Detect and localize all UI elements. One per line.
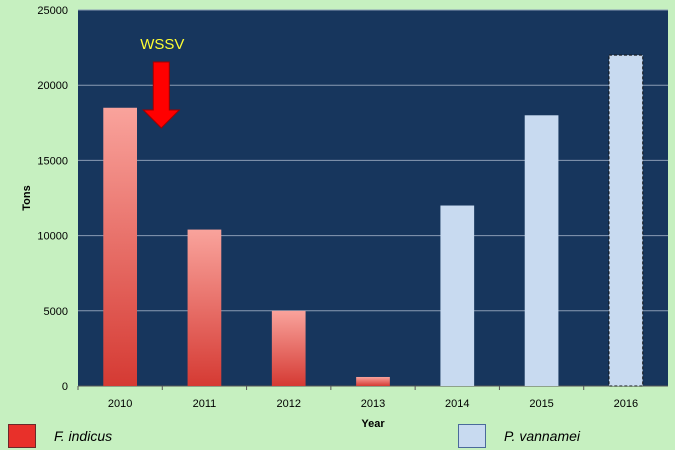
- bar-2012: [271, 310, 306, 386]
- wssv-annotation: WSSV: [140, 36, 184, 129]
- x-tick-label: 2013: [361, 398, 385, 410]
- y-tick-label: 0: [62, 381, 68, 393]
- y-tick-label: 15000: [37, 155, 68, 167]
- bar-2013: [356, 376, 390, 386]
- bar-2014: [440, 205, 475, 386]
- legend-item-f-indicus: F. indicus: [8, 424, 112, 448]
- legend-swatch-red: [8, 424, 36, 448]
- bar-2010: [103, 107, 137, 386]
- x-tick-label: 2012: [276, 398, 300, 410]
- bar-2016: [608, 54, 644, 387]
- bars: [103, 54, 644, 387]
- legend-label: P. vannamei: [504, 428, 581, 444]
- plot-area: [78, 10, 668, 386]
- down-arrow-icon: [142, 61, 181, 129]
- bar-2011: [187, 229, 222, 386]
- y-tick-label: 5000: [44, 306, 68, 318]
- y-axis-title: Tons: [21, 185, 33, 210]
- legend-item-p-vannamei: P. vannamei: [458, 424, 580, 448]
- x-tick-label: 2015: [529, 398, 553, 410]
- x-tick-label: 2016: [614, 398, 638, 410]
- x-tick-label: 2010: [108, 398, 132, 410]
- x-axis-ticks: 2010 2011 2012 2013 2014 2015 2016: [77, 386, 638, 410]
- y-axis-ticks: 0 5000 10000 15000 20000 25000: [37, 5, 68, 393]
- legend-swatch-blue: [458, 424, 486, 448]
- x-tick-label: 2014: [445, 398, 469, 410]
- y-tick-label: 25000: [37, 5, 68, 17]
- x-axis-title: Year: [361, 418, 385, 430]
- legend-label: F. indicus: [54, 428, 113, 444]
- y-tick-label: 20000: [37, 80, 68, 92]
- y-tick-label: 10000: [37, 231, 68, 243]
- annotation-label: WSSV: [140, 36, 184, 53]
- x-tick-label: 2011: [193, 398, 217, 410]
- bar-2015: [524, 115, 559, 386]
